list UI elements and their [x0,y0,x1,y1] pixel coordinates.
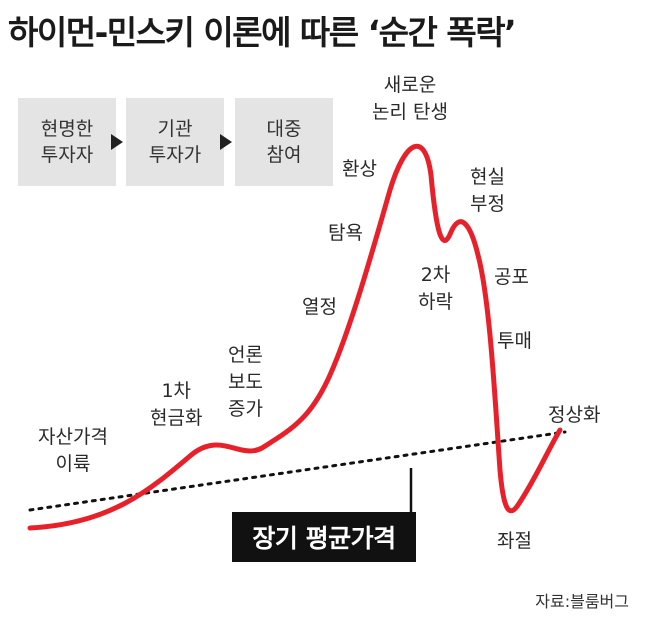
label-line: 2차 [420,264,451,286]
source-credit: 자료:블룸버그 [535,592,629,611]
label-line: 논리 탄생 [372,101,448,123]
label-line: 언론 [228,344,263,366]
label-illusion: 환상 [342,158,377,180]
label-line: 1차 [161,380,192,402]
stage-label-line1: 대중 [266,118,302,140]
label-line: 자산가격 [38,426,108,448]
label-line: 이륙 [55,453,91,475]
label-line: 보도 [228,371,263,393]
stage-label-line2: 투자자 [40,144,94,166]
market-cycle-curve [27,143,563,531]
page-title: 하이먼-민스키 이론에 따른 ‘순간 폭락’ [8,13,517,52]
stage-label-line1: 현명한 [40,118,94,140]
label-media-coverage: 언론 보도 증가 [228,342,263,423]
label-line: 증가 [228,398,263,420]
long-term-average-price-label: 장기 평균가격 [232,512,416,562]
stage-arrow-icon [220,134,232,150]
label-first-cash-out: 1차 현금화 [150,378,202,432]
long-term-average-trendline [28,430,567,512]
label-new-logic: 새로운 논리 탄생 [372,72,448,126]
label-panic-selling: 투매 [497,330,532,352]
label-passion: 열정 [302,296,337,318]
label-line: 현금화 [150,407,203,429]
label-normalization: 정상화 [548,404,601,426]
label-line: 하락 [418,291,453,313]
label-second-decline: 2차 하락 [418,262,453,316]
label-line: 현실 [470,166,505,188]
stage-label-line1: 기관 [157,118,193,140]
label-line: 새로운 [383,74,437,96]
label-line: 부정 [470,193,505,215]
label-greed: 탐욕 [328,222,363,244]
stage-label-line2: 투자가 [148,144,202,166]
stage-label-line2: 참여 [266,144,302,166]
stage-arrow-icon [111,134,123,150]
label-frustration: 좌절 [497,530,532,552]
label-asset-price-takeoff: 자산가격 이륙 [38,424,108,478]
label-reality-denial: 현실 부정 [470,164,505,218]
label-fear: 공포 [494,266,529,288]
